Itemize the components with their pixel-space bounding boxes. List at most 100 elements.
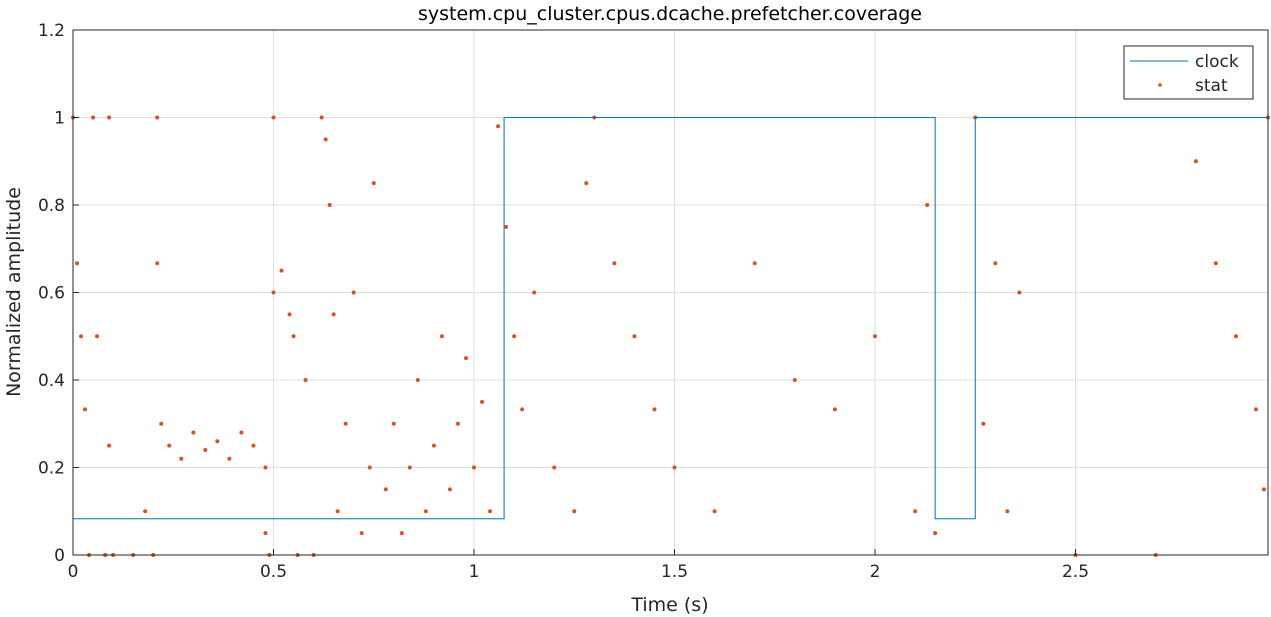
legend-stat-marker: [1158, 83, 1162, 87]
stat-point: [75, 261, 80, 266]
stat-point: [1261, 487, 1266, 492]
stat-point: [335, 509, 340, 514]
y-tick-label: 0.2: [38, 459, 65, 479]
x-tick-label: 0.5: [260, 562, 287, 582]
legend-stat-label: stat: [1195, 76, 1228, 96]
x-tick-label: 2: [870, 562, 881, 582]
y-axis-label: Normalized amplitude: [3, 187, 25, 397]
chart-title: system.cpu_cluster.cpus.dcache.prefetche…: [418, 3, 922, 25]
stat-point: [215, 439, 220, 444]
stat-point: [367, 465, 372, 470]
stat-point: [792, 378, 797, 382]
stat-point: [913, 509, 918, 514]
stat-point: [612, 261, 617, 266]
stat-point: [271, 290, 276, 295]
x-tick-label: 1: [469, 562, 480, 582]
stat-point: [712, 509, 717, 514]
y-tick-label: 0.6: [38, 284, 65, 304]
y-axis: 0 0.2 0.4 0.6 0.8 1 1.2: [38, 21, 79, 566]
x-tick-label: 2.5: [1062, 562, 1089, 582]
stat-point: [431, 443, 436, 448]
stat-point: [107, 115, 112, 120]
stat-point: [271, 115, 276, 120]
stat-point: [383, 487, 388, 492]
stat-point: [371, 181, 376, 186]
stat-point: [672, 465, 677, 470]
stat-point: [407, 465, 412, 470]
y-tick-label: 1: [54, 109, 65, 129]
stat-point: [291, 334, 296, 339]
stat-point: [1213, 261, 1218, 266]
stat-point: [351, 290, 356, 295]
stat-point: [439, 334, 444, 339]
stat-point: [552, 465, 557, 470]
stat-point: [981, 421, 986, 426]
stat-point: [1005, 509, 1010, 514]
stat-point: [95, 334, 100, 339]
stat-point: [925, 203, 930, 207]
stat-point: [91, 115, 96, 120]
stat-point: [463, 356, 468, 361]
stat-point: [572, 509, 577, 514]
clock-line: [73, 117, 1268, 520]
stat-point: [399, 531, 404, 536]
stat-point: [455, 421, 460, 426]
clock-series: [73, 117, 1268, 520]
stat-point: [1193, 159, 1198, 164]
stat-point: [303, 378, 308, 382]
y-tick-label: 0: [54, 546, 65, 566]
stat-point: [263, 465, 268, 470]
stat-point: [512, 334, 517, 339]
stat-point: [167, 443, 172, 448]
stat-point: [532, 290, 537, 295]
stat-point: [480, 399, 485, 404]
stat-point: [873, 334, 878, 339]
stat-point: [423, 509, 428, 514]
stat-point: [83, 407, 88, 412]
stat-point: [504, 224, 509, 229]
stat-point: [319, 115, 324, 120]
y-tick-label: 0.8: [38, 196, 65, 216]
stat-point: [279, 268, 284, 273]
stat-point: [520, 407, 525, 412]
stat-point: [1253, 407, 1258, 412]
stat-point: [227, 456, 232, 461]
stat-point: [447, 487, 452, 492]
stat-point: [323, 137, 328, 142]
x-tick-label: 1.5: [661, 562, 688, 582]
stat-point: [832, 407, 837, 412]
stat-point: [107, 443, 112, 448]
stat-point: [415, 378, 420, 382]
stat-point: [263, 531, 268, 536]
x-axis-label: Time (s): [630, 594, 708, 616]
stat-point: [584, 181, 589, 186]
legend-clock-label: clock: [1195, 52, 1239, 72]
y-tick-label: 1.2: [38, 21, 65, 41]
stat-point: [359, 531, 364, 536]
stat-point: [155, 115, 160, 120]
stat-point: [488, 509, 493, 514]
stat-point: [472, 465, 477, 470]
stat-point: [327, 203, 332, 207]
stat-point: [343, 421, 348, 426]
stat-point: [143, 509, 148, 514]
stat-point: [391, 421, 396, 426]
stat-point: [79, 334, 84, 339]
stat-point: [933, 531, 938, 536]
stat-point: [652, 407, 657, 412]
stat-point: [251, 443, 256, 448]
y-tick-label: 0.4: [38, 371, 65, 391]
stat-point: [1233, 334, 1238, 339]
stat-point: [203, 448, 208, 452]
x-tick-label: 0: [68, 562, 79, 582]
stat-point: [496, 124, 501, 129]
x-axis: 0 0.5 1 1.5 2 2.5: [68, 549, 1089, 582]
stat-point: [752, 261, 757, 266]
stat-point: [993, 261, 998, 266]
stat-point: [331, 312, 336, 317]
stat-point: [1017, 290, 1022, 295]
stat-point: [287, 312, 292, 317]
legend-box: [1123, 45, 1254, 100]
stat-point: [632, 334, 637, 339]
